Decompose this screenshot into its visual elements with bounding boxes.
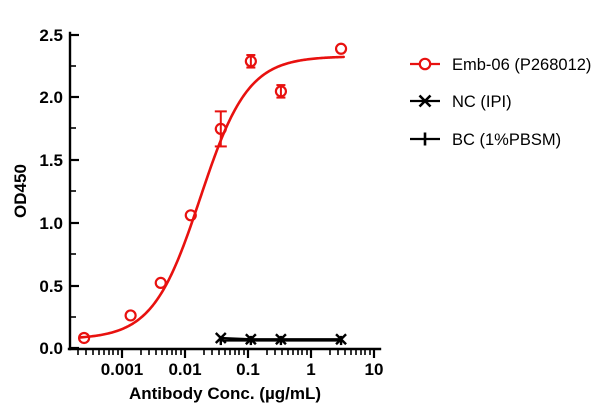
chart-svg: 2.5 2.0 1.5 1.0 0.5 0.0 OD450 bbox=[0, 0, 600, 410]
y-tick-label: 1.5 bbox=[39, 151, 63, 170]
legend-label-emb-06: Emb-06 (P268012) bbox=[452, 56, 591, 74]
y-tick-label: 0.0 bbox=[39, 339, 63, 358]
open-circle-icon bbox=[420, 59, 430, 69]
x-tick-label: 1 bbox=[306, 360, 315, 379]
legend-label-bc-pbsm: BC (1%PBSM) bbox=[452, 131, 561, 149]
y-tick-label: 2.0 bbox=[39, 88, 63, 107]
x-tick-label: 0.01 bbox=[168, 360, 201, 379]
x-axis-title: Antibody Conc. (µg/mL) bbox=[129, 384, 321, 403]
x-tick-label: 0.1 bbox=[236, 360, 260, 379]
y-tick-label: 1.0 bbox=[39, 214, 63, 233]
x-tick-label: 10 bbox=[365, 360, 384, 379]
legend-label-nc-ipi: NC (IPI) bbox=[452, 93, 512, 111]
y-tick-label: 2.5 bbox=[39, 26, 63, 45]
y-tick-label: 0.5 bbox=[39, 277, 63, 296]
y-axis-title: OD450 bbox=[11, 164, 30, 218]
elisa-dose-response-chart: 2.5 2.0 1.5 1.0 0.5 0.0 OD450 bbox=[0, 0, 600, 410]
x-tick-label: 0.001 bbox=[101, 360, 144, 379]
